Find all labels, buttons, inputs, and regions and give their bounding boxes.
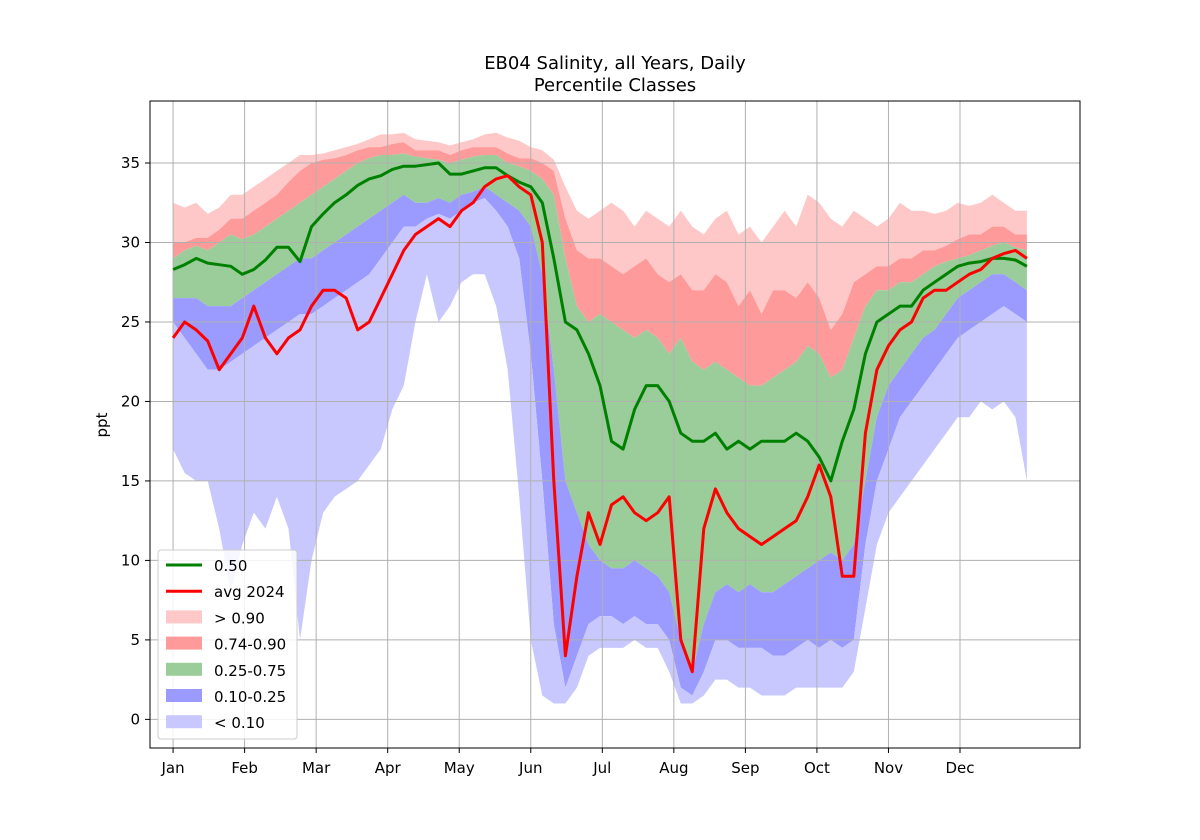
legend-label: > 0.90 xyxy=(214,609,265,627)
legend-label: < 0.10 xyxy=(214,714,265,732)
x-tick-label: Oct xyxy=(804,759,830,777)
x-tick-label: Apr xyxy=(375,759,402,777)
y-tick-label: 20 xyxy=(121,392,140,410)
x-tick-label: Nov xyxy=(874,759,903,777)
legend-label: avg 2024 xyxy=(214,583,285,601)
y-tick-label: 30 xyxy=(121,233,140,251)
legend-patch-swatch xyxy=(166,610,202,624)
band-3 xyxy=(173,186,1027,696)
band-2 xyxy=(173,153,1027,672)
chart-title: EB04 Salinity, all Years, Daily xyxy=(484,53,746,74)
band-1 xyxy=(173,142,1027,386)
x-tick-label: Dec xyxy=(945,759,974,777)
chart-subtitle: Percentile Classes xyxy=(534,75,696,96)
y-tick-label: 5 xyxy=(130,631,140,649)
x-tick-label: Sep xyxy=(731,759,759,777)
legend-label: 0.50 xyxy=(214,557,247,575)
y-tick-label: 15 xyxy=(121,472,140,490)
band-0 xyxy=(173,132,1027,330)
legend-patch-swatch xyxy=(166,689,202,702)
percentile-bands xyxy=(173,132,1027,704)
plot-frame xyxy=(149,100,1081,749)
x-tick-label: May xyxy=(444,759,475,777)
legend-patch-swatch xyxy=(166,715,202,729)
legend-label: 0.25-0.75 xyxy=(214,662,286,680)
y-tick-label: 25 xyxy=(121,313,140,331)
x-tick-label: Jun xyxy=(518,759,542,777)
y-axis-ticks: 0 5 10 15 20 25 30 35 xyxy=(121,154,150,728)
y-axis-label: ppt xyxy=(93,412,111,437)
y-tick-label: 35 xyxy=(121,154,140,172)
legend-patch-swatch xyxy=(166,636,202,650)
band-4 xyxy=(173,198,1027,704)
legend-label: 0.10-0.25 xyxy=(214,688,286,706)
x-tick-label: Jan xyxy=(161,759,185,777)
x-tick-label: Aug xyxy=(659,759,688,777)
y-tick-label: 10 xyxy=(121,551,140,569)
legend-patch-swatch xyxy=(166,662,202,676)
y-tick-label: 0 xyxy=(130,710,140,728)
series-line-0 xyxy=(172,161,1028,483)
legend-label: 0.74-0.90 xyxy=(214,636,286,654)
plot-area xyxy=(149,100,1081,749)
legend: 0.50 avg 2024 > 0.90 0.74-0.90 0.25-0.75 0.10… xyxy=(157,549,298,740)
x-tick-label: Jul xyxy=(592,759,611,777)
x-tick-label: Mar xyxy=(302,759,331,777)
series-line-1 xyxy=(171,174,1028,674)
x-axis-ticks: Jan Feb Mar Apr May Jun Jul Aug Sep Oct Nov Dec xyxy=(161,748,975,777)
x-tick-label: Feb xyxy=(231,759,258,777)
series-lines xyxy=(171,161,1028,674)
